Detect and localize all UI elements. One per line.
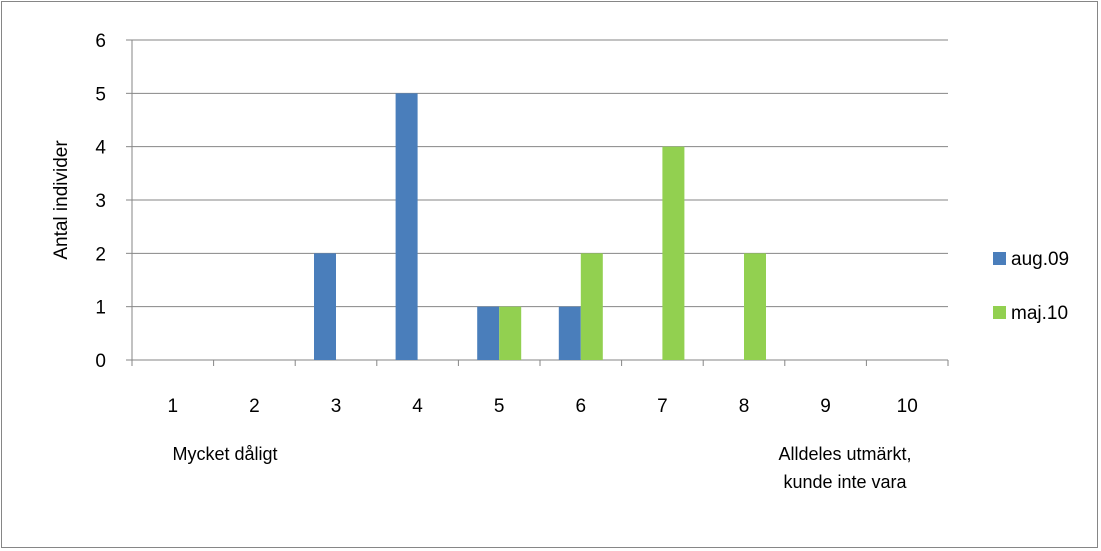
x-tick-label: 1 <box>168 396 179 417</box>
x-tick-label: 8 <box>739 396 750 417</box>
y-tick-label: 6 <box>95 31 106 52</box>
gridlines <box>132 39 948 361</box>
y-axis-title: Antal individer <box>51 140 72 260</box>
axes <box>126 39 949 366</box>
y-tick-label: 3 <box>95 191 106 212</box>
bars <box>314 93 766 360</box>
bar-maj.10-5 <box>499 306 522 360</box>
bar-maj.10-8 <box>744 253 766 360</box>
x-tick-label: 5 <box>494 396 505 417</box>
legend-label: aug.09 <box>1011 249 1069 270</box>
bar-aug.09-5 <box>477 306 500 360</box>
legend-label: maj.10 <box>1011 303 1068 324</box>
y-tick-label: 2 <box>95 244 106 265</box>
x-tick-label: 4 <box>412 396 423 417</box>
x-tick-label: 9 <box>820 396 831 417</box>
x-tick-label: 6 <box>576 396 587 417</box>
annotation-label: Alldeles utmärkt, <box>778 444 911 464</box>
y-tick-label: 1 <box>95 298 106 319</box>
bar-aug.09-6 <box>558 306 581 360</box>
x-tick-label: 10 <box>897 396 918 417</box>
x-tick-label: 3 <box>331 396 342 417</box>
bar-aug.09-4 <box>395 93 418 360</box>
annotation-label: kunde inte vara <box>783 472 907 492</box>
legend-swatch-maj.10 <box>993 306 1006 319</box>
legend: aug.09 maj.10 <box>993 249 1069 324</box>
labels: 0 1 2 3 4 5 6 1 2 3 4 5 6 7 8 9 10 Antal individer Mycket … <box>51 31 918 492</box>
y-tick-label: 0 <box>95 351 106 372</box>
y-tick-label: 4 <box>95 138 106 159</box>
annotation-label: Mycket dåligt <box>172 444 277 464</box>
x-tick-label: 2 <box>249 396 260 417</box>
y-tick-label: 5 <box>95 84 106 105</box>
legend-swatch-aug.09 <box>993 252 1006 265</box>
bar-aug.09-3 <box>314 253 336 360</box>
bar-maj.10-7 <box>662 146 685 360</box>
bar-maj.10-6 <box>580 253 603 360</box>
x-tick-label: 7 <box>657 396 668 417</box>
